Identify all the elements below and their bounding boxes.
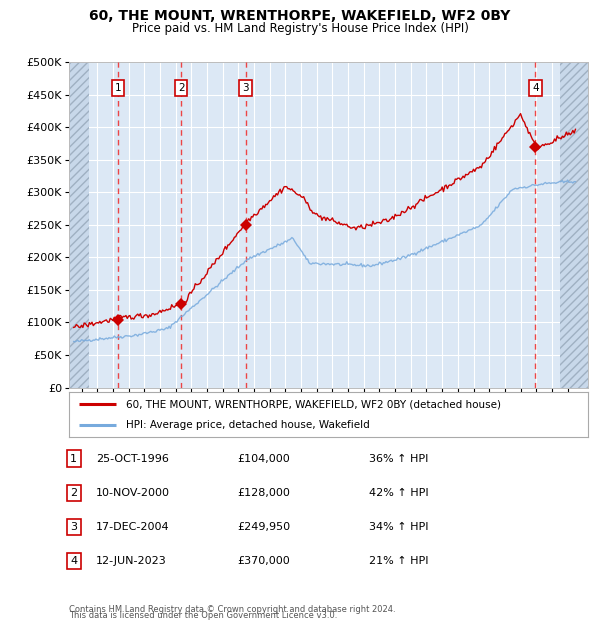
- Text: 4: 4: [532, 83, 539, 93]
- Text: £249,950: £249,950: [237, 522, 290, 532]
- Text: 42% ↑ HPI: 42% ↑ HPI: [369, 488, 428, 498]
- Text: 34% ↑ HPI: 34% ↑ HPI: [369, 522, 428, 532]
- Bar: [69, 62, 89, 388]
- Text: 12-JUN-2023: 12-JUN-2023: [96, 556, 167, 566]
- Text: HPI: Average price, detached house, Wakefield: HPI: Average price, detached house, Wake…: [126, 420, 370, 430]
- Text: 60, THE MOUNT, WRENTHORPE, WAKEFIELD, WF2 0BY: 60, THE MOUNT, WRENTHORPE, WAKEFIELD, WF…: [89, 9, 511, 24]
- Text: 1: 1: [70, 454, 77, 464]
- Text: 1: 1: [115, 83, 121, 93]
- Text: 25-OCT-1996: 25-OCT-1996: [96, 454, 169, 464]
- Text: 10-NOV-2000: 10-NOV-2000: [96, 488, 170, 498]
- Text: £370,000: £370,000: [237, 556, 290, 566]
- Text: £128,000: £128,000: [237, 488, 290, 498]
- Bar: [560, 62, 588, 388]
- Text: £104,000: £104,000: [237, 454, 290, 464]
- Text: 3: 3: [70, 522, 77, 532]
- Text: Price paid vs. HM Land Registry's House Price Index (HPI): Price paid vs. HM Land Registry's House …: [131, 22, 469, 35]
- Text: 36% ↑ HPI: 36% ↑ HPI: [369, 454, 428, 464]
- Text: Contains HM Land Registry data © Crown copyright and database right 2024.: Contains HM Land Registry data © Crown c…: [69, 604, 395, 614]
- Text: 2: 2: [70, 488, 77, 498]
- Text: 60, THE MOUNT, WRENTHORPE, WAKEFIELD, WF2 0BY (detached house): 60, THE MOUNT, WRENTHORPE, WAKEFIELD, WF…: [126, 399, 501, 409]
- Text: 2: 2: [178, 83, 185, 93]
- Text: This data is licensed under the Open Government Licence v3.0.: This data is licensed under the Open Gov…: [69, 611, 337, 620]
- Text: 21% ↑ HPI: 21% ↑ HPI: [369, 556, 428, 566]
- Text: 17-DEC-2004: 17-DEC-2004: [96, 522, 170, 532]
- Text: 4: 4: [70, 556, 77, 566]
- Text: 3: 3: [242, 83, 249, 93]
